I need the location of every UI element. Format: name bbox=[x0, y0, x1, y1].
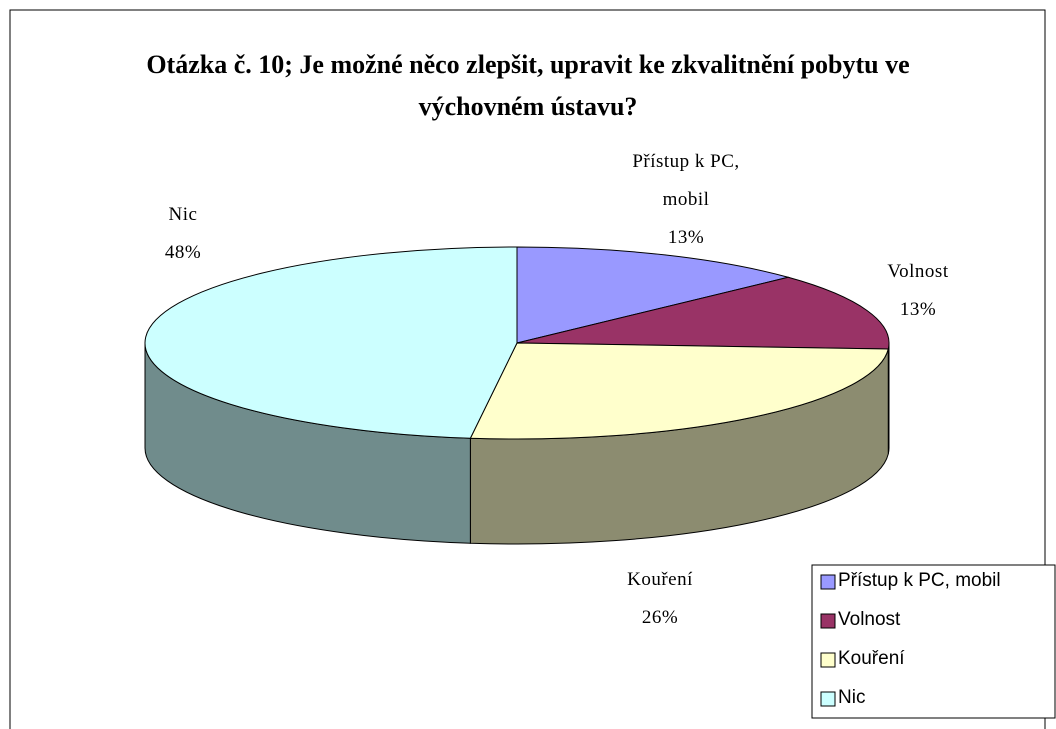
pie-slice bbox=[144, 246, 518, 439]
legend-box bbox=[811, 564, 1056, 719]
data-label-value: 13% bbox=[899, 299, 937, 320]
data-label-value: 26% bbox=[641, 607, 679, 628]
data-label-value: 48% bbox=[164, 242, 202, 263]
data-label: Volnost 13% bbox=[858, 253, 978, 329]
data-label-name: Volnost bbox=[887, 261, 949, 282]
legend-label: Nic bbox=[838, 687, 866, 708]
data-label-name: Přístup k PC, mobil bbox=[632, 151, 740, 210]
data-label-name: Kouření bbox=[627, 569, 693, 590]
legend-swatch bbox=[820, 613, 836, 629]
pie-slice bbox=[516, 246, 791, 344]
legend-label: Kouření bbox=[838, 648, 905, 669]
legend-label: Volnost bbox=[838, 609, 901, 630]
data-label: Kouření 26% bbox=[600, 561, 720, 637]
pie-slice bbox=[469, 342, 889, 440]
data-label: Nic 48% bbox=[123, 196, 243, 272]
chart-title: Otázka č. 10; Je možné něco zlepšit, upr… bbox=[146, 50, 910, 121]
legend-swatch bbox=[820, 574, 836, 590]
legend-swatch bbox=[820, 652, 836, 668]
data-label-name: Nic bbox=[168, 204, 198, 225]
chart-frame bbox=[9, 9, 1046, 729]
pie-slice bbox=[516, 276, 890, 350]
data-label: Přístup k PC, mobil 13% bbox=[611, 143, 761, 257]
data-label-value: 13% bbox=[667, 227, 705, 248]
legend-label: Přístup k PC, mobil bbox=[838, 570, 1001, 591]
legend-swatch bbox=[820, 691, 836, 707]
